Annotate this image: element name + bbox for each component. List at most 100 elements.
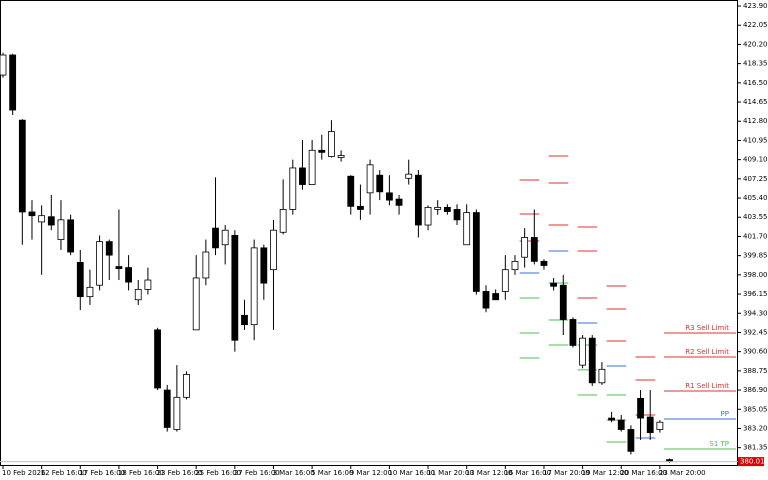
candle-body: [376, 174, 384, 193]
candle-body: [47, 216, 55, 226]
candle-body: [337, 155, 345, 158]
y-tick-label: 396.15: [743, 290, 768, 298]
y-tick-label: 388.75: [743, 367, 768, 375]
y-tick-label: 422.05: [743, 21, 768, 29]
pivot-level-label: R3 Sell Limit: [685, 324, 729, 332]
candle-body: [0, 54, 7, 76]
candle-body: [289, 167, 297, 210]
candle-body: [76, 261, 84, 298]
y-tick-label: 390.60: [743, 348, 768, 356]
candle-body: [173, 396, 181, 430]
y-tick-label: 414.65: [743, 98, 768, 106]
x-tick-label: 27 Feb 16:00: [234, 469, 280, 477]
candle-body: [134, 288, 142, 301]
y-tick-label: 403.55: [743, 213, 768, 221]
y-tick-label: 399.85: [743, 252, 768, 260]
candle-body: [569, 319, 577, 346]
pivot-level-label: R2 Sell Limit: [685, 348, 729, 356]
candle-body: [492, 293, 500, 301]
y-tick-label: 418.35: [743, 60, 768, 68]
y-tick-label: 383.20: [743, 424, 768, 432]
y-tick-label: 405.40: [743, 194, 768, 202]
pivot-level-label: PP: [721, 410, 729, 418]
candle-body: [105, 241, 113, 256]
candle-body: [28, 211, 36, 217]
candle-body: [414, 174, 422, 226]
candle-body: [579, 337, 586, 366]
y-tick-label: 410.95: [743, 136, 768, 144]
x-tick-label: 23 Mar 20:00: [659, 469, 706, 477]
y-tick-label: 412.80: [743, 117, 768, 125]
x-tick-label: 17 Feb 16:00: [79, 469, 125, 477]
candle-body: [67, 219, 75, 253]
candle-body: [366, 164, 374, 194]
x-tick-label: 12 Feb 16:00: [41, 469, 87, 477]
candle-body: [86, 286, 94, 298]
candle-body: [598, 368, 606, 384]
candle-body: [540, 260, 548, 266]
candle-body: [617, 419, 625, 430]
candle-body: [96, 241, 103, 286]
y-tick-label: 416.50: [743, 79, 768, 87]
candle-body: [395, 198, 403, 206]
x-tick-label: 20 Mar 16:00: [620, 469, 667, 477]
candle-body: [347, 175, 355, 207]
x-tick-label: 3 Mar 16:00: [272, 469, 314, 477]
candle-body: [453, 209, 461, 221]
candle-body: [608, 417, 615, 421]
candle-body: [260, 247, 268, 284]
pivot-level-label: R1 Sell Limit: [685, 382, 729, 390]
candle-body: [328, 131, 335, 157]
plot-frame: [0, 0, 738, 466]
y-tick-label: 420.20: [743, 40, 768, 48]
last-price-label: 380.01: [740, 458, 765, 466]
candle-body: [405, 173, 413, 179]
candle-body: [250, 247, 258, 326]
x-tick-label: 10 Mar 16:00: [388, 469, 435, 477]
candle-body: [115, 266, 123, 270]
x-tick-label: 5 Mar 16:00: [311, 469, 353, 477]
pivot-level-label: S1 TP: [709, 440, 729, 448]
x-tick-label: 18 Feb 16:00: [118, 469, 164, 477]
candle-body: [202, 251, 210, 279]
candle-body: [656, 421, 664, 430]
y-tick-label: 401.70: [743, 232, 768, 240]
y-tick-label: 398.00: [743, 271, 768, 279]
x-tick-label: 23 Feb 16:00: [157, 469, 203, 477]
y-tick-label: 385.05: [743, 405, 768, 413]
candle-body: [424, 206, 432, 226]
candle-body: [125, 267, 132, 283]
candle-body: [434, 206, 442, 210]
candle-body: [241, 314, 248, 326]
last-price-box: [738, 457, 764, 467]
candle-body: [163, 389, 171, 428]
candle-body: [511, 260, 519, 271]
candle-body: [192, 277, 200, 331]
candle-body: [501, 269, 509, 292]
candle-body: [18, 119, 26, 213]
x-tick-label: 9 Mar 12:00: [350, 469, 392, 477]
y-tick-label: 409.10: [743, 156, 768, 164]
candle-body: [212, 227, 219, 249]
x-tick-label: 11 Mar 20:00: [427, 469, 474, 477]
candle-body: [318, 149, 326, 153]
candle-body: [299, 167, 306, 185]
candle-body: [443, 206, 451, 212]
x-tick-label: 19 Mar 12:00: [582, 469, 629, 477]
candle-body: [357, 205, 364, 210]
candle-body: [183, 374, 190, 398]
candle-body: [482, 291, 490, 309]
candle-body: [637, 397, 644, 419]
candle-body: [588, 337, 596, 384]
candle-body: [550, 282, 558, 287]
candle-body: [154, 329, 161, 389]
candle-body: [38, 215, 46, 223]
candle-body: [646, 416, 654, 434]
candle-body: [221, 229, 229, 246]
x-tick-label: 13 Mar 12:00: [466, 469, 513, 477]
candle-body: [472, 212, 480, 292]
candle-body: [231, 235, 239, 341]
candle-body: [627, 429, 635, 452]
y-tick-label: 394.30: [743, 309, 768, 317]
